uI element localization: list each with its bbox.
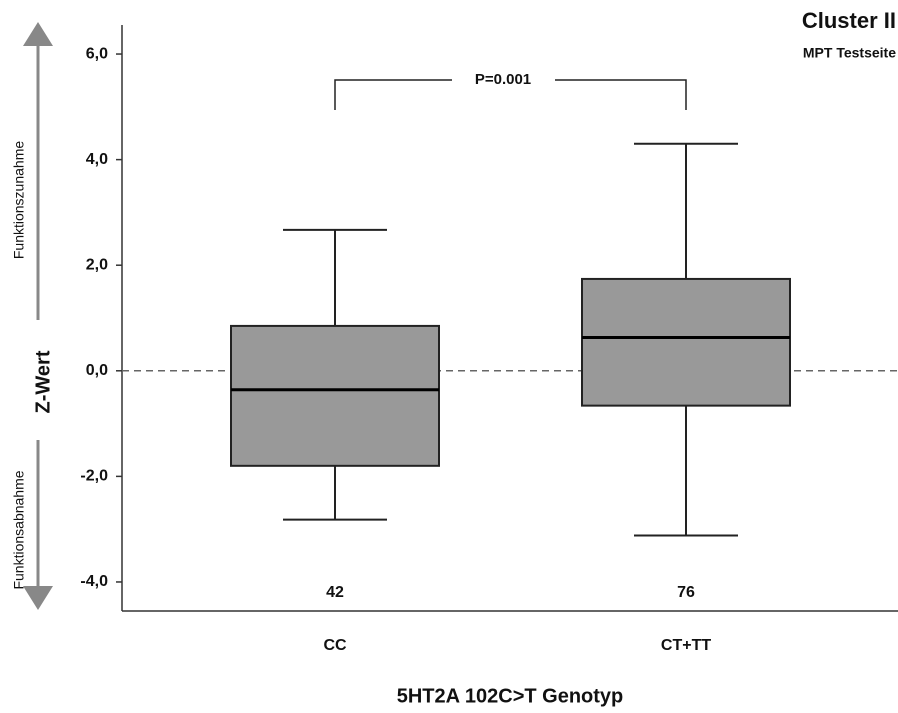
x-tick-label: CC: [323, 637, 347, 654]
count-label: 42: [326, 584, 344, 601]
lower-arrow-label: Funktionsabnahme: [11, 470, 27, 589]
y-tick-label: 0,0: [86, 362, 108, 379]
chart-subtitle: MPT Testseite: [803, 45, 896, 61]
y-tick-label: 6,0: [86, 45, 108, 62]
y-tick-label: 4,0: [86, 151, 108, 168]
y-axis-label: Z-Wert: [32, 350, 54, 413]
count-label: 76: [677, 584, 695, 601]
x-tick-label: CT+TT: [661, 637, 711, 654]
y-tick-label: -2,0: [80, 468, 108, 485]
box: [581, 277, 791, 407]
y-tick-label: -4,0: [80, 573, 108, 590]
x-axis-label: 5HT2A 102C>T Genotyp: [397, 685, 624, 707]
y-tick-label: 2,0: [86, 256, 108, 273]
significance-label: P=0.001: [475, 71, 531, 88]
significance-bracket: [334, 79, 687, 110]
upper-arrow-label: Funktionszunahme: [11, 141, 27, 260]
box: [230, 324, 440, 467]
chart-title: Cluster II: [802, 8, 896, 33]
